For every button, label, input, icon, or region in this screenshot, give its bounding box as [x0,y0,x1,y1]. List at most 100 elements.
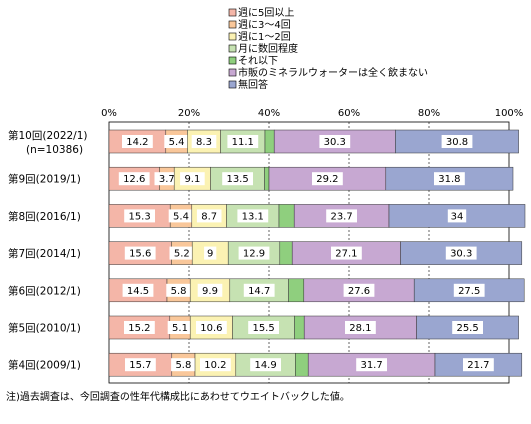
data-label-bg-4-0 [122,283,154,297]
category-label-4: 第6回(2012/1) [8,284,81,297]
data-label-1-0: 12.6 [123,174,145,185]
x-tick-label-5: 100% [495,108,524,119]
data-label-bg-5-6 [452,321,483,334]
legend-swatch-1 [228,20,237,29]
data-label-bg-5-2 [196,321,227,334]
legend-swatch-3 [228,44,237,53]
legend: 週に5回以上週に3〜4回週に1〜2回月に数回程度それ以下市販のミネラルウォーター… [228,7,428,91]
category-label-3: 第7回(2014/1) [8,247,81,260]
data-label-bg-0-1 [164,135,189,148]
data-label-5-3: 15.5 [252,323,274,334]
data-label-bg-4-1 [166,283,191,297]
data-label-6-6: 21.7 [467,360,489,371]
data-label-0-2: 8.3 [196,137,212,148]
data-label-4-6: 27.5 [458,286,480,297]
data-label-1-3: 13.5 [226,174,248,185]
data-label-5-5: 28.1 [349,323,371,334]
data-label-5-2: 10.6 [200,323,222,334]
data-label-2-2: 8.7 [201,211,217,222]
data-label-bg-5-0 [124,321,155,334]
category-label-6: 第4回(2009/1) [8,359,81,372]
data-label-bg-2-0 [124,209,155,223]
data-label-4-5: 27.6 [348,286,370,297]
data-label-bg-6-3 [250,358,281,372]
bar-segment-2-4 [278,204,295,228]
data-label-bg-2-5 [326,209,357,223]
data-label-3-1: 5.2 [174,249,190,260]
data-label-bg-2-1 [168,209,194,223]
data-label-bg-1-5 [312,172,343,186]
bar-segment-5-4 [294,315,305,340]
data-label-6-1: 5.8 [175,360,191,371]
bars: 14.2 5.4 8.3 11.1 30.3 30.8 12.6 3.7 9.1 13.5 29.2… [108,129,526,377]
legend-label-1: 週に3〜4回 [238,19,291,31]
legend-label-4: それ以下 [238,55,278,67]
data-label-bg-1-2 [180,172,205,186]
data-label-bg-6-1 [171,358,196,372]
data-label-3-6: 30.3 [450,249,472,260]
legend-swatch-0 [228,8,237,17]
category-labels: 第10回(2022/1) (n=10386) 第9回(2019/1) 第8回(2016… [8,129,88,372]
data-label-bg-2-6 [447,209,467,223]
legend-label-3: 月に数回程度 [238,42,298,55]
data-label-3-2: 9 [207,249,213,260]
legend-swatch-2 [228,32,237,41]
data-label-bg-5-3 [248,321,279,334]
data-label-3-5: 27.1 [335,249,357,260]
data-label-bg-6-0 [125,358,156,372]
data-label-bg-1-1 [154,172,180,186]
x-tick-label-0: 0% [101,108,117,119]
bar-segment-1-4 [264,166,270,191]
data-label-bg-6-2 [200,358,231,372]
data-label-bg-6-5 [356,358,387,372]
bar-segment-4-4 [288,278,305,303]
data-label-bg-1-0 [118,172,150,186]
data-label-0-5: 30.3 [324,137,346,148]
data-label-5-6: 25.5 [456,323,478,334]
data-label-4-2: 9.9 [202,286,218,297]
data-label-6-5: 31.7 [360,360,382,371]
data-label-2-3: 13.1 [242,211,264,222]
data-label-0-1: 5.4 [169,137,185,148]
x-tick-label-1: 20% [178,108,200,119]
data-label-bg-3-3 [238,246,270,260]
legend-swatch-6 [228,80,237,89]
data-label-bg-5-1 [167,321,193,334]
data-label-bg-3-0 [124,246,156,260]
data-label-2-6: 34 [451,211,464,222]
category-sublabel-0: (n=10386) [26,144,83,156]
data-label-bg-5-5 [345,321,376,334]
data-label-bg-3-5 [331,246,362,260]
data-label-bg-3-1 [169,246,195,260]
data-label-5-0: 15.2 [128,323,150,334]
data-label-4-3: 14.7 [248,286,270,297]
data-label-4-0: 14.5 [127,286,149,297]
data-label-bg-4-2 [197,283,223,297]
data-label-3-3: 12.9 [243,249,265,260]
data-label-bg-2-2 [196,209,222,223]
data-label-3-0: 15.6 [129,249,151,260]
data-label-bg-3-6 [445,246,477,260]
data-label-bg-0-5 [319,135,351,148]
data-label-bg-1-6 [434,172,465,186]
data-label-1-5: 29.2 [316,174,338,185]
bar-segment-3-4 [279,241,293,265]
x-tick-label-3: 60% [338,108,360,119]
data-label-bg-0-0 [122,135,153,148]
data-label-6-2: 10.2 [204,360,226,371]
data-label-5-1: 5.1 [172,323,188,334]
data-label-2-1: 5.4 [173,211,189,222]
data-label-bg-3-2 [204,246,217,260]
data-label-bg-0-6 [441,135,473,148]
category-label-5: 第5回(2010/1) [8,322,81,335]
data-label-bg-1-3 [222,172,253,186]
data-label-6-0: 15.7 [129,360,151,371]
data-label-bg-6-6 [463,358,494,372]
data-label-1-6: 31.8 [438,174,460,185]
bar-segment-0-4 [264,129,275,154]
legend-label-5: 市販のミネラルウォーターは全く飲まない [238,66,428,79]
x-axis: 0% 20% 40% 60% 80% 100% [101,108,524,384]
category-label-0: 第10回(2022/1) [8,129,88,142]
legend-label-6: 無回答 [238,78,268,91]
